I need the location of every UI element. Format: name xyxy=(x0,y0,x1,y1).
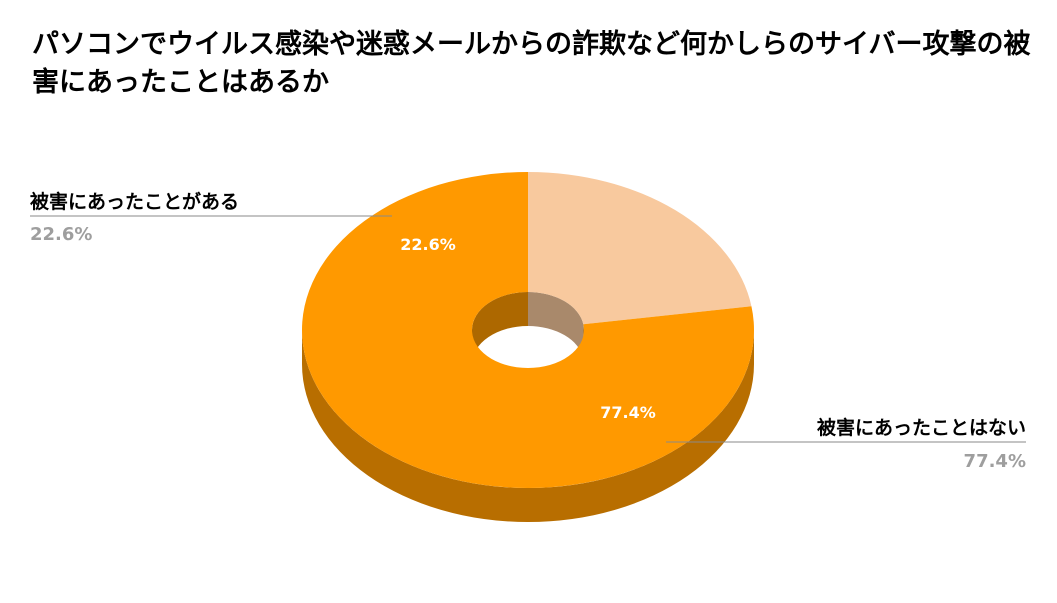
callout-percent-had-damage: 22.6% xyxy=(30,224,92,245)
slice-side-no-damage xyxy=(302,330,754,522)
slice-top-had-damage xyxy=(528,172,752,325)
chart-title: パソコンでウイルス感染や迷惑メールからの詐欺など何かしらのサイバー攻撃の被害にあ… xyxy=(32,29,1031,98)
slice-label-no-damage: 77.4% xyxy=(600,403,656,422)
slice-label-had-damage: 22.6% xyxy=(400,235,456,254)
slice-hole-wall-had-damage xyxy=(528,292,584,359)
callout-category-had-damage: 被害にあったことがある xyxy=(30,190,239,213)
slice-top-no-damage xyxy=(302,172,754,488)
callout-category-no-damage: 被害にあったことはない xyxy=(817,416,1026,439)
slice-hole-wall-no-damage xyxy=(472,292,528,364)
callout-percent-no-damage: 77.4% xyxy=(964,451,1026,472)
chart-top-faces xyxy=(302,172,754,488)
chart-labels: 22.6% 77.4% 被害にあったことがある 22.6% 被害にあったことはない 77.… xyxy=(30,190,1026,472)
chart-side-walls xyxy=(302,330,754,522)
